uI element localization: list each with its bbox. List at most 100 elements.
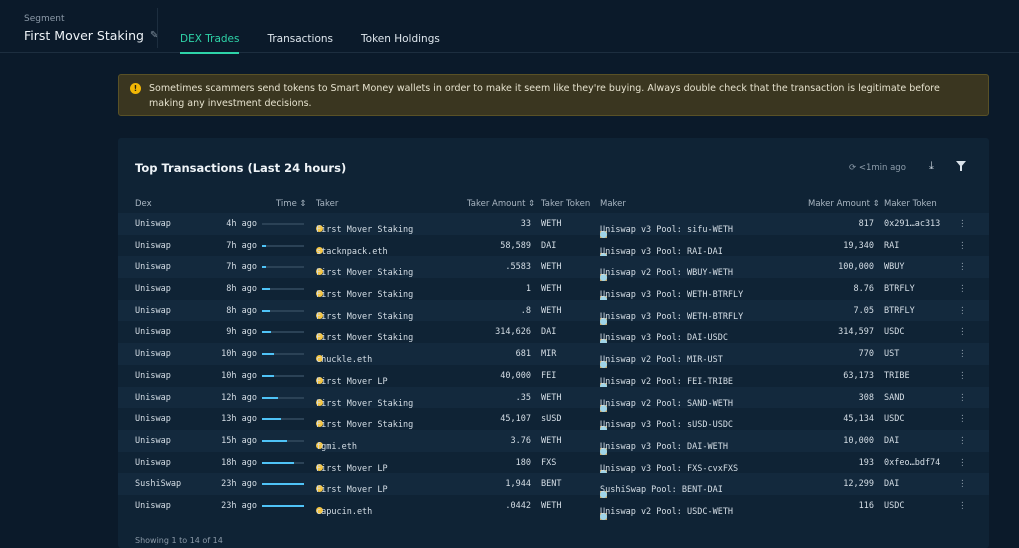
maker-token-cell[interactable]: BTRFLY <box>884 305 915 316</box>
time-cell: 23h ago <box>221 479 257 490</box>
maker-token-cell[interactable]: RAI <box>884 240 900 251</box>
maker-amount-cell: 100,000 <box>838 262 874 273</box>
taker-name: First Mover Staking <box>316 225 414 235</box>
more-menu-icon[interactable]: ⋮ <box>958 392 967 403</box>
more-menu-icon[interactable]: ⋮ <box>958 305 967 316</box>
col-maker-amount[interactable]: Maker Amount ⇕ <box>808 199 880 209</box>
maker-name: Uniswap v2 Pool: FEI-TRIBE <box>600 376 734 387</box>
tab-token-holdings[interactable]: Token Holdings <box>361 33 440 45</box>
maker-token-cell[interactable]: SAND <box>884 392 905 403</box>
taker-amount-cell: 314,626 <box>495 327 531 338</box>
taker-token-cell[interactable]: sUSD <box>541 414 562 425</box>
last-updated[interactable]: ⟳ <1min ago <box>849 163 906 173</box>
table-row[interactable]: SushiSwap 23h ago First Mover LP 1,944 B… <box>118 473 989 499</box>
more-menu-icon[interactable]: ⋮ <box>958 435 967 446</box>
maker-token-cell[interactable]: DAI <box>884 479 900 490</box>
maker-amount-cell: 116 <box>858 500 874 511</box>
more-menu-icon[interactable]: ⋮ <box>958 219 967 229</box>
time-cell: 8h ago <box>226 284 257 295</box>
table-row[interactable]: Uniswap 15h ago fgmi.eth 3.76 WETH Unisw… <box>118 429 989 455</box>
tab-dex-trades[interactable]: DEX Trades <box>180 33 240 54</box>
taker-token-cell[interactable]: MIR <box>541 349 557 360</box>
smiley-icon <box>316 485 323 493</box>
taker-token-cell[interactable]: DAI <box>541 327 557 338</box>
table-row[interactable]: Uniswap 12h ago First Mover Staking .35 … <box>118 386 989 412</box>
table-row[interactable]: Uniswap 4h ago First Mover Staking 33 WE… <box>118 213 989 238</box>
time-bar <box>262 353 304 356</box>
table-row[interactable]: Uniswap 18h ago First Mover LP 180 FXS U… <box>118 452 989 477</box>
table-row[interactable]: Uniswap 7h ago stacknpack.eth 58,589 DAI… <box>118 235 989 260</box>
taker-token-cell[interactable]: WETH <box>541 305 562 316</box>
pencil-icon[interactable]: ✎ <box>149 30 159 41</box>
dex-cell: Uniswap <box>135 500 171 511</box>
more-menu-icon[interactable]: ⋮ <box>958 500 967 511</box>
taker-amount-cell: 33 <box>520 219 531 229</box>
taker-token-cell[interactable]: BENT <box>541 479 562 490</box>
more-menu-icon[interactable]: ⋮ <box>958 240 967 251</box>
taker-token-cell[interactable]: WETH <box>541 500 562 511</box>
more-menu-icon[interactable]: ⋮ <box>958 262 967 273</box>
tab-transactions[interactable]: Transactions <box>267 33 334 45</box>
smiley-icon <box>316 398 323 406</box>
maker-token-cell[interactable]: WBUY <box>884 262 905 273</box>
time-bar-fill <box>262 439 288 442</box>
taker-name: First Mover LP <box>316 463 388 474</box>
time-bar <box>262 223 304 225</box>
table-row[interactable]: Uniswap 10h ago First Mover LP 40,000 FE… <box>118 365 989 390</box>
col-time[interactable]: Time ⇕ <box>276 199 307 209</box>
more-menu-icon[interactable]: ⋮ <box>958 370 967 381</box>
maker-name: Uniswap v3 Pool: DAI-USDC <box>600 333 728 344</box>
maker-token-cell[interactable]: 0xfeo…bdf74 <box>884 457 941 468</box>
maker-token-cell[interactable]: BTRFLY <box>884 284 915 295</box>
taker-token-cell[interactable]: WETH <box>541 262 562 273</box>
more-menu-icon[interactable]: ⋮ <box>958 327 967 338</box>
more-menu-icon[interactable]: ⋮ <box>958 457 967 468</box>
more-menu-icon[interactable]: ⋮ <box>958 414 967 425</box>
taker-token-cell[interactable]: WETH <box>541 284 562 295</box>
more-menu-icon[interactable]: ⋮ <box>958 349 967 360</box>
taker-amount-cell: 681 <box>515 349 531 360</box>
taker-token-cell[interactable]: DAI <box>541 240 557 251</box>
table-row[interactable]: Uniswap 9h ago First Mover Staking 314,6… <box>118 321 989 347</box>
taker-token-cell[interactable]: WETH <box>541 435 562 446</box>
dex-cell: Uniswap <box>135 392 171 403</box>
taker-amount-cell: .0442 <box>505 500 531 511</box>
taker-token-cell[interactable]: FEI <box>541 370 557 381</box>
taker-token-cell[interactable]: WETH <box>541 219 562 229</box>
more-menu-icon[interactable]: ⋮ <box>958 284 967 295</box>
more-menu-icon[interactable]: ⋮ <box>958 479 967 490</box>
dex-cell: Uniswap <box>135 370 171 381</box>
taker-token-cell[interactable]: FXS <box>541 457 557 468</box>
taker-amount-cell: 180 <box>515 457 531 468</box>
taker-name: First Mover LP <box>316 376 388 387</box>
maker-token-cell[interactable]: DAI <box>884 435 900 446</box>
maker-token-cell[interactable]: USDC <box>884 414 905 425</box>
table-row[interactable]: Uniswap 8h ago First Mover Staking 1 WET… <box>118 278 989 304</box>
time-bar-fill <box>262 244 267 247</box>
maker-token-cell[interactable]: USDC <box>884 500 905 511</box>
maker-token-cell[interactable]: TRIBE <box>884 370 910 381</box>
warning-banner: ! Sometimes scammers send tokens to Smar… <box>118 74 989 116</box>
time-bar <box>262 396 304 399</box>
table-row[interactable]: Uniswap 13h ago First Mover Staking 45,1… <box>118 408 989 434</box>
dex-cell: Uniswap <box>135 284 171 295</box>
pool-icon <box>600 339 607 347</box>
table-row[interactable]: Uniswap 23h ago capucin.eth .0442 WETH U… <box>118 495 989 520</box>
download-icon[interactable]: ⤓ <box>929 159 934 172</box>
table-row[interactable]: Uniswap 7h ago First Mover Staking .5583… <box>118 256 989 282</box>
filter-icon[interactable] <box>956 161 966 171</box>
maker-name: Uniswap v2 Pool: MIR-UST <box>600 355 723 366</box>
taker-name: fgmi.eth <box>316 441 357 452</box>
smiley-icon <box>316 420 323 428</box>
col-maker-token: Maker Token <box>884 199 937 209</box>
time-bar-fill <box>262 483 304 486</box>
maker-token-cell[interactable]: USDC <box>884 327 905 338</box>
table-row[interactable]: Uniswap 10h ago chuckle.eth 681 MIR Unis… <box>118 343 989 369</box>
taker-token-cell[interactable]: WETH <box>541 392 562 403</box>
maker-token-cell[interactable]: 0x291…ac313 <box>884 219 941 229</box>
table-row[interactable]: Uniswap 8h ago First Mover Staking .8 WE… <box>118 299 989 325</box>
maker-token-cell[interactable]: UST <box>884 349 900 360</box>
col-taker-amount[interactable]: Taker Amount ⇕ <box>467 199 536 209</box>
taker-name: First Mover Staking <box>316 290 414 301</box>
table-header: Dex Time ⇕ Taker Taker Amount ⇕ Taker To… <box>118 195 989 213</box>
